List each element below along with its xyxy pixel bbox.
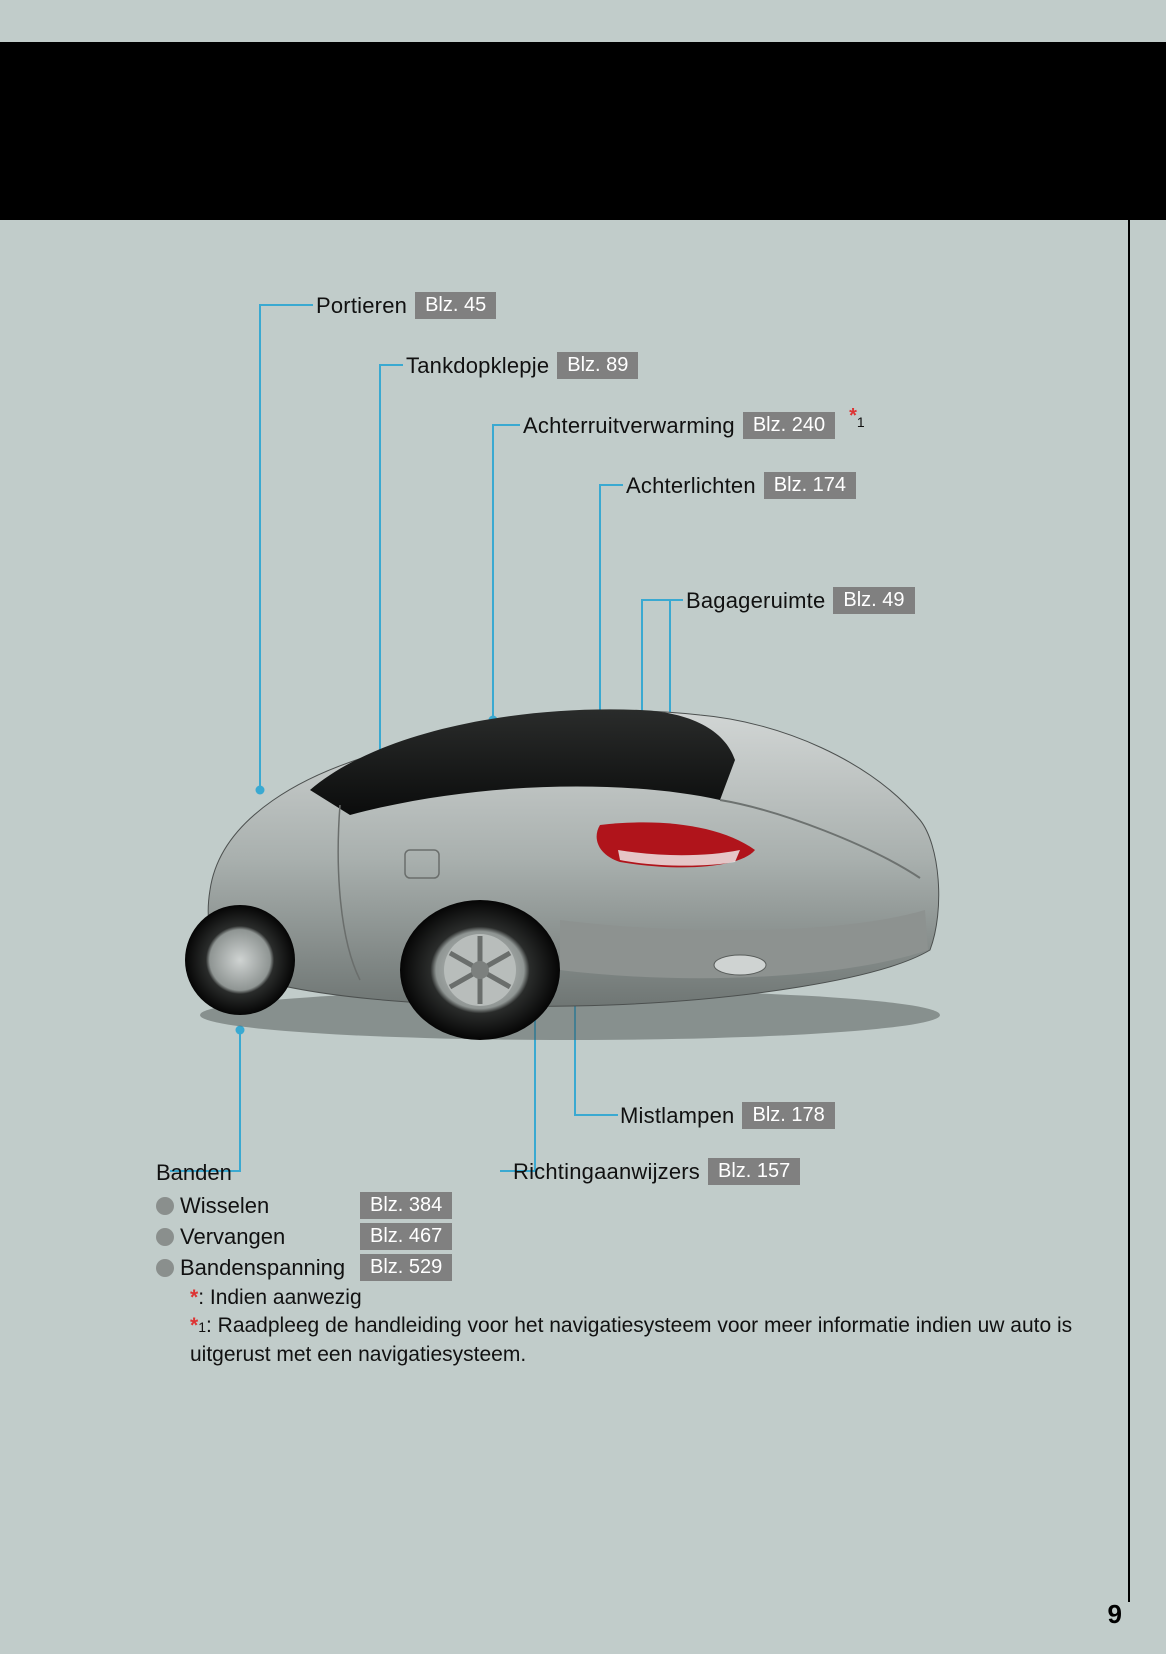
- footnote-text: : Raadpleeg de handleiding voor het navi…: [190, 1314, 1072, 1365]
- bullet-icon: [156, 1228, 174, 1246]
- page-ref: Blz. 240: [743, 412, 835, 439]
- page-ref: Blz. 89: [557, 352, 638, 379]
- callout-label: Achterruitverwarming: [523, 413, 735, 439]
- bullet-icon: [156, 1259, 174, 1277]
- page-ref: Blz. 157: [708, 1158, 800, 1185]
- callout-label: Achterlichten: [626, 473, 756, 499]
- callout-label: Richtingaanwijzers: [513, 1159, 700, 1185]
- footnote-text: : Indien aanwezig: [198, 1286, 361, 1309]
- callout-label: Portieren: [316, 293, 407, 319]
- callout-portieren: Portieren Blz. 45: [316, 292, 496, 319]
- page-root: Portieren Blz. 45 Tankdopklepje Blz. 89 …: [0, 0, 1166, 1654]
- callout-label: Tankdopklepje: [406, 353, 549, 379]
- page-ref: Blz. 45: [415, 292, 496, 319]
- banden-item-label: Wisselen: [180, 1193, 360, 1219]
- page-ref: Blz. 467: [360, 1223, 452, 1250]
- page-ref: Blz. 384: [360, 1192, 452, 1219]
- callout-achterlichten: Achterlichten Blz. 174: [626, 472, 856, 499]
- footnote-line: *1: Raadpleeg de handleiding voor het na…: [190, 1312, 1116, 1369]
- callout-bagageruimte: Bagageruimte Blz. 49: [686, 587, 915, 614]
- header-band: [0, 42, 1166, 220]
- banden-row: Wisselen Blz. 384: [156, 1192, 452, 1219]
- callout-label: Mistlampen: [620, 1103, 734, 1129]
- banden-block: Banden Wisselen Blz. 384 Vervangen Blz. …: [156, 1160, 452, 1285]
- callout-label: Bagageruimte: [686, 588, 825, 614]
- banden-title: Banden: [156, 1160, 452, 1186]
- page-ref: Blz. 529: [360, 1254, 452, 1281]
- page-ref: Blz. 178: [742, 1102, 834, 1129]
- car-illustration: [180, 650, 950, 1040]
- callout-tankdopklepje: Tankdopklepje Blz. 89: [406, 352, 638, 379]
- callout-achterruitverwarming: Achterruitverwarming Blz. 240 *1: [523, 412, 865, 439]
- bullet-icon: [156, 1197, 174, 1215]
- page-ref: Blz. 49: [833, 587, 914, 614]
- callout-mistlampen: Mistlampen Blz. 178: [620, 1102, 835, 1129]
- footnotes: *: Indien aanwezig *1: Raadpleeg de hand…: [190, 1284, 1116, 1369]
- footnote-line: *: Indien aanwezig: [190, 1284, 1116, 1312]
- callout-richtingaanwijzers: Richtingaanwijzers Blz. 157: [513, 1158, 800, 1185]
- banden-item-label: Vervangen: [180, 1224, 360, 1250]
- footnote-mark: *1: [190, 1314, 206, 1337]
- banden-row: Bandenspanning Blz. 529: [156, 1254, 452, 1281]
- banden-item-label: Bandenspanning: [180, 1255, 360, 1281]
- banden-row: Vervangen Blz. 467: [156, 1223, 452, 1250]
- page-number: 9: [1108, 1599, 1122, 1630]
- footnote-mark: *: [190, 1286, 198, 1309]
- page-ref: Blz. 174: [764, 472, 856, 499]
- footnote-marker: *1: [849, 405, 865, 430]
- diagram-area: Portieren Blz. 45 Tankdopklepje Blz. 89 …: [80, 220, 1130, 1602]
